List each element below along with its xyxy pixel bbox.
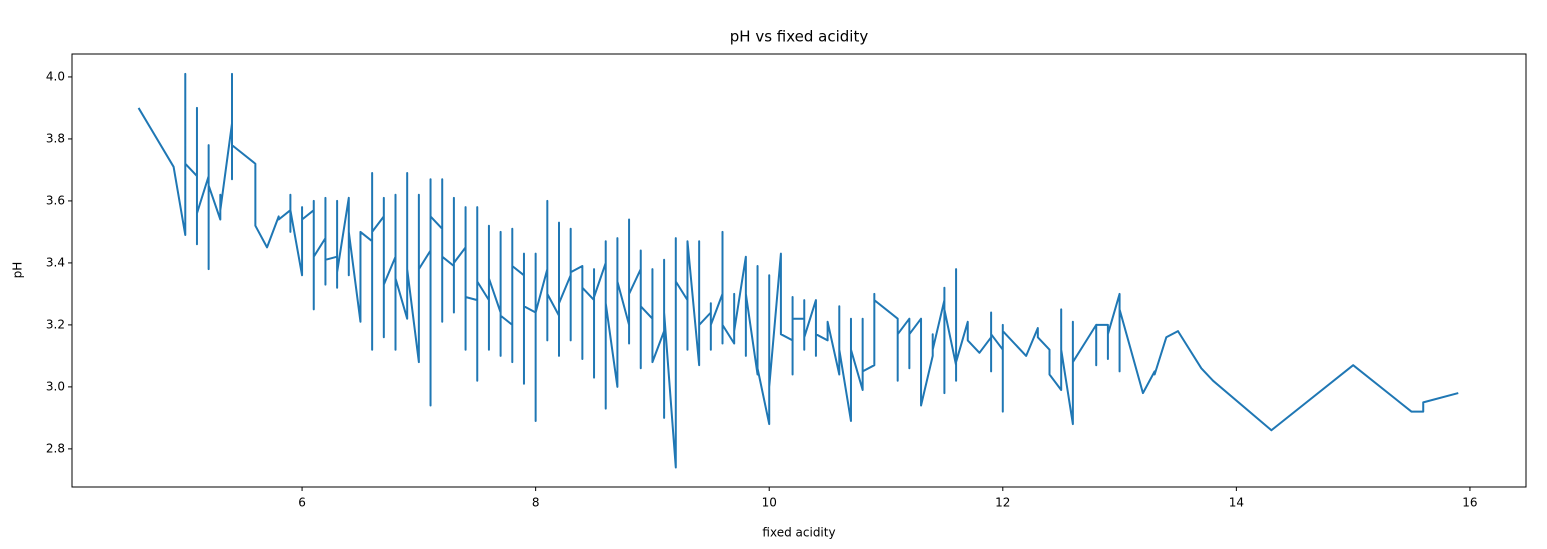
- x-tick-label: 12: [995, 496, 1010, 510]
- y-tick-label: 3.2: [46, 317, 65, 331]
- y-tick-label: 3.0: [46, 379, 65, 393]
- x-tick-label: 14: [1229, 496, 1244, 510]
- y-tick-label: 3.4: [46, 255, 65, 269]
- y-tick-label: 3.6: [46, 193, 65, 207]
- x-tick-label: 10: [762, 496, 777, 510]
- x-tick-label: 16: [1462, 496, 1477, 510]
- x-axis-label: fixed acidity: [762, 526, 835, 540]
- y-tick-label: 4.0: [46, 69, 65, 83]
- x-tick-label: 6: [298, 496, 306, 510]
- y-axis-label: pH: [11, 262, 25, 279]
- plot-frame: [71, 53, 1527, 488]
- y-tick-label: 3.8: [46, 131, 65, 145]
- y-tick-label: 2.8: [46, 441, 65, 455]
- chart-title: pH vs fixed acidity: [730, 28, 869, 46]
- x-tick-label: 8: [532, 496, 540, 510]
- data-line: [137, 72, 1459, 469]
